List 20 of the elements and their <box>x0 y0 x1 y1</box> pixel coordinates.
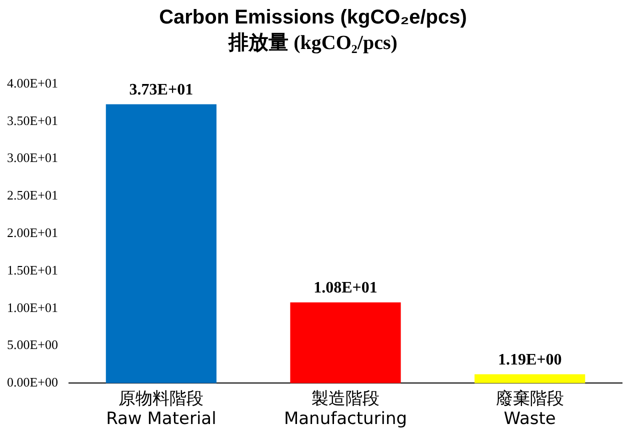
data-label: 1.19E+00 <box>498 351 562 368</box>
y-tick-label: 2.00E+01 <box>6 225 58 240</box>
y-tick-label: 1.00E+01 <box>6 300 58 315</box>
chart-subtitle: 排放量 (kgCO₂/pcs) <box>228 32 398 54</box>
data-label: 1.08E+01 <box>314 280 378 297</box>
y-tick-label: 3.50E+01 <box>6 112 58 128</box>
y-tick-label: 2.50E+01 <box>6 188 58 203</box>
y-tick-label: 5.00E+00 <box>6 337 58 352</box>
y-tick-label: 4.00E+01 <box>6 75 58 90</box>
x-tick-label: 製造階段 Manufacturing <box>284 388 408 430</box>
y-tick-label: 0.00E+00 <box>6 374 58 390</box>
bar <box>106 104 216 384</box>
data-label: 3.73E+01 <box>129 81 194 98</box>
y-tick-label: 3.00E+01 <box>6 150 58 166</box>
bar <box>290 302 401 384</box>
chart-title: Carbon Emissions (kgCO₂e/pcs) <box>159 6 467 29</box>
x-tick-label: 廢棄階段 Waste <box>496 388 564 430</box>
x-tick-label: 原物料階段 Raw Material <box>106 388 216 430</box>
bar <box>474 374 586 384</box>
y-tick-label: 1.50E+01 <box>6 262 58 278</box>
